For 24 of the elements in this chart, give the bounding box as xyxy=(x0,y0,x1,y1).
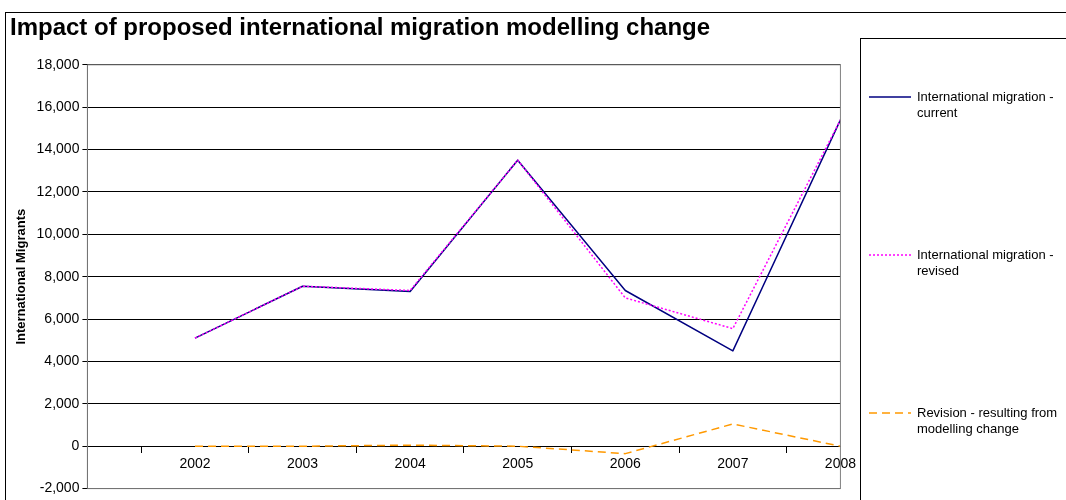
x-tick-label: 2003 xyxy=(286,455,319,472)
legend-label: International migration - current xyxy=(917,89,1055,121)
y-tick-label: -2,000 xyxy=(39,479,80,496)
y-tick-label: 2,000 xyxy=(44,394,80,411)
x-tick-label: 2004 xyxy=(394,455,426,472)
x-tick-label: 2008 xyxy=(824,455,857,472)
y-tick-label: 0 xyxy=(71,437,80,454)
line-series xyxy=(194,423,842,455)
y-tick-label: 12,000 xyxy=(36,182,80,199)
y-axis-title: International Migrants xyxy=(13,208,29,345)
y-tick-label: 4,000 xyxy=(44,352,80,369)
y-tick-label: 8,000 xyxy=(44,267,80,284)
y-tick-label: 10,000 xyxy=(36,225,80,242)
y-tick-label: 6,000 xyxy=(44,309,80,326)
y-tick-label: 16,000 xyxy=(36,98,80,115)
x-tick-label: 2002 xyxy=(179,455,211,472)
y-tick-label: 18,000 xyxy=(36,55,80,72)
legend-label: International migration - revised xyxy=(917,247,1055,279)
x-tick-label: 2005 xyxy=(502,455,534,472)
y-tick-label: 14,000 xyxy=(36,140,80,157)
x-tick-label: 2007 xyxy=(717,455,749,472)
x-tick-label: 2006 xyxy=(609,455,642,472)
chart-title: Impact of proposed international migration modelling change xyxy=(10,13,711,41)
legend-label: Revision - resulting from modelling change xyxy=(917,405,1059,437)
